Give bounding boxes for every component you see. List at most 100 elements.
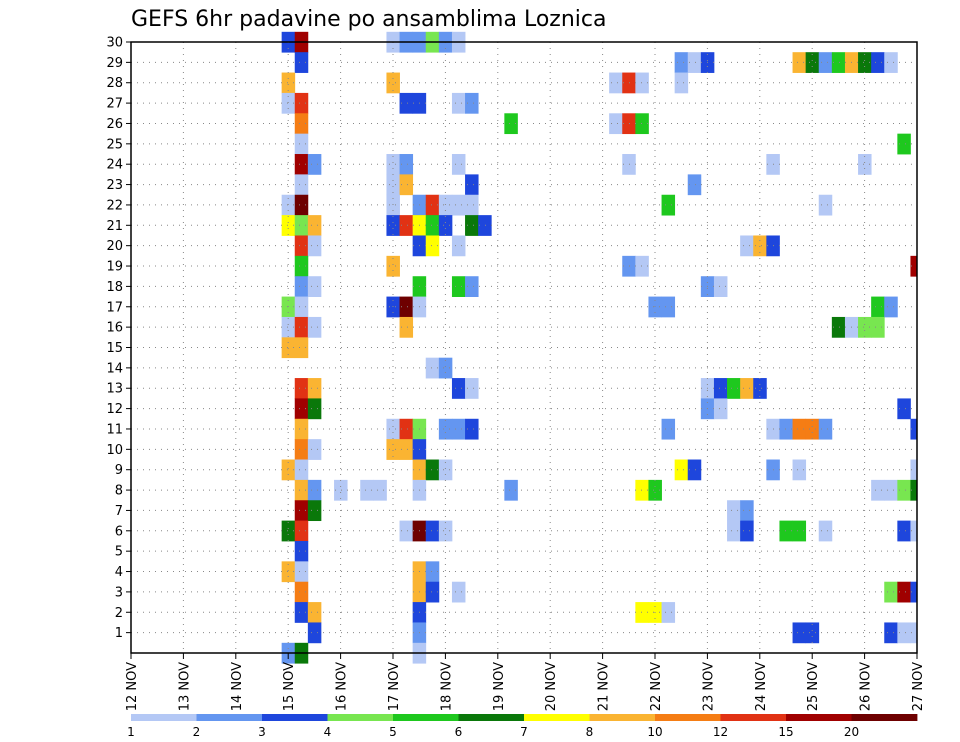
colorbar-tick-label: 4 <box>324 725 332 739</box>
y-tick-label: 13 <box>106 382 123 397</box>
heatmap-cell <box>871 316 885 338</box>
heatmap-cell <box>465 215 479 236</box>
heatmap-cell <box>635 602 649 623</box>
heatmap-cell <box>740 235 754 257</box>
colorbar-tick-label: 3 <box>258 725 266 739</box>
colorbar-tick-label: 12 <box>713 725 728 739</box>
heatmap-cell <box>294 133 309 155</box>
heatmap-cell <box>399 92 414 114</box>
heatmap-cell <box>425 581 440 603</box>
heatmap-cell <box>307 622 322 644</box>
heatmap-cell <box>465 276 479 297</box>
colorbar-tick-label: 8 <box>586 725 594 739</box>
heatmap-cell <box>399 439 414 460</box>
heatmap-cell <box>897 133 911 155</box>
heatmap-cell <box>438 357 453 379</box>
heatmap-cell <box>661 418 676 440</box>
heatmap-cell <box>451 581 466 603</box>
heatmap-cell <box>674 52 689 73</box>
heatmap-cell <box>386 418 400 440</box>
colorbar-swatch <box>458 714 525 721</box>
heatmap-cell <box>294 113 309 135</box>
y-tick-label: 14 <box>106 361 123 376</box>
heatmap-cell <box>661 602 676 623</box>
heatmap-cell <box>307 215 322 236</box>
x-tick-label: 14 NOV <box>230 662 245 711</box>
heatmap-cell <box>294 418 309 440</box>
heatmap-cell <box>818 194 833 216</box>
heatmap-cell <box>897 479 911 501</box>
heatmap-cell <box>713 398 728 420</box>
heatmap-cell <box>805 52 820 73</box>
heatmap-cell <box>451 235 466 257</box>
heatmap-cell <box>910 255 918 277</box>
heatmap-cell <box>294 255 309 277</box>
heatmap-cell <box>687 52 702 73</box>
heatmap-cell <box>438 459 453 481</box>
colorbar-tick-label: 5 <box>389 725 397 739</box>
heatmap-cell <box>713 276 728 297</box>
heatmap-cell <box>884 581 898 603</box>
heatmap-cell <box>399 215 414 236</box>
heatmap-cell <box>910 459 918 481</box>
colorbar-swatch <box>524 714 590 721</box>
heatmap-cell <box>451 154 466 175</box>
heatmap-cell <box>831 316 846 338</box>
heatmap-cell <box>373 479 387 501</box>
heatmap-cell <box>294 194 309 216</box>
heatmap-cell <box>294 92 309 114</box>
heatmap-cell <box>910 622 918 644</box>
colorbar-tick-label: 7 <box>520 725 528 739</box>
heatmap-cell <box>897 520 911 542</box>
y-tick-label: 30 <box>106 36 123 51</box>
heatmap-cell <box>294 174 309 196</box>
heatmap-cell <box>661 296 676 318</box>
x-tick-label: 27 NOV <box>911 662 926 711</box>
heatmap-cell <box>727 500 741 522</box>
heatmap-cell <box>661 194 676 216</box>
heatmap-cell <box>386 72 400 94</box>
heatmap-cell <box>858 316 872 338</box>
heatmap-cell <box>465 418 479 440</box>
plot-frame <box>130 41 918 654</box>
y-tick-label: 17 <box>106 300 123 315</box>
heatmap-cell <box>438 418 453 440</box>
heatmap-cell <box>307 602 322 623</box>
heatmap-cell <box>451 378 466 399</box>
heatmap-cell <box>858 52 872 73</box>
heatmap-cell <box>635 72 649 94</box>
heatmap-cell <box>360 479 374 501</box>
heatmap-cell <box>897 581 911 603</box>
heatmap-cell <box>727 520 741 542</box>
x-tick-label: 17 NOV <box>387 662 402 711</box>
heatmap-cell <box>635 255 649 277</box>
heatmap-cell <box>281 92 296 114</box>
heatmap-cell <box>910 479 918 501</box>
heatmap-cell <box>674 72 689 94</box>
heatmap-cell <box>792 52 807 73</box>
colorbar-swatch <box>589 714 656 721</box>
y-tick-label: 19 <box>106 260 123 275</box>
heatmap-cell <box>779 418 793 440</box>
colorbar-swatch <box>196 714 263 721</box>
x-tick-label: 19 NOV <box>492 662 507 711</box>
y-tick-label: 20 <box>106 239 123 254</box>
heatmap-cell <box>504 113 518 135</box>
colorbar-swatch <box>262 714 328 721</box>
y-tick-label: 3 <box>115 585 123 600</box>
heatmap-cell <box>792 418 807 440</box>
heatmap-cell <box>425 561 440 583</box>
colorbar-tick-label: 10 <box>647 725 662 739</box>
heatmap-cell <box>451 92 466 114</box>
heatmap-cell <box>281 215 296 236</box>
heatmap-cell <box>294 215 309 236</box>
heatmap-cell <box>465 174 479 196</box>
y-tick-label: 6 <box>115 524 123 539</box>
heatmap-cell <box>425 459 440 481</box>
y-tick-label: 7 <box>115 504 123 519</box>
heatmap-cell <box>635 479 649 501</box>
colorbar-tick-label: 6 <box>455 725 463 739</box>
colorbar-swatch <box>851 714 918 721</box>
heatmap-cell <box>713 378 728 399</box>
x-tick-label: 24 NOV <box>754 662 769 711</box>
